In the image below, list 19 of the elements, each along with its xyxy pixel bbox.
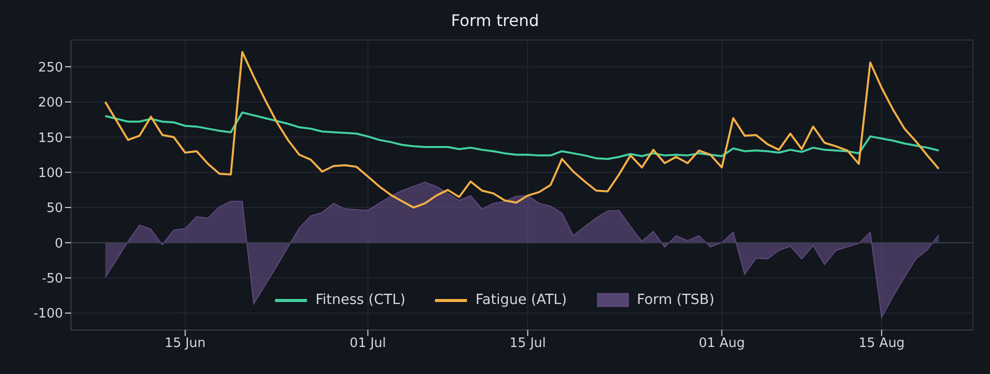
- x-tick-label: 01 Jul: [350, 336, 386, 352]
- y-tick-label: 50: [46, 201, 63, 216]
- y-tick-label: 150: [38, 130, 63, 146]
- y-tick-label: -100: [33, 306, 63, 322]
- x-tick-label: 15 Jun: [164, 336, 206, 352]
- legend-label: Fatigue (ATL): [475, 292, 567, 308]
- x-tick-label: 15 Jul: [510, 336, 546, 352]
- x-tick-label: 15 Aug: [858, 336, 905, 352]
- x-tick-label: 01 Aug: [698, 336, 745, 352]
- y-tick-label: -50: [42, 272, 63, 287]
- y-tick-label: 100: [38, 166, 63, 181]
- legend-label: Form (TSB): [636, 292, 714, 308]
- y-tick-label: 0: [54, 236, 63, 252]
- line-series: [104, 50, 940, 209]
- y-tick-label: 200: [38, 96, 63, 111]
- line-series: [104, 112, 940, 160]
- chart-title: Form trend: [450, 11, 540, 30]
- legend-label: Fitness (CTL): [315, 292, 406, 308]
- y-tick-label: 250: [38, 60, 63, 76]
